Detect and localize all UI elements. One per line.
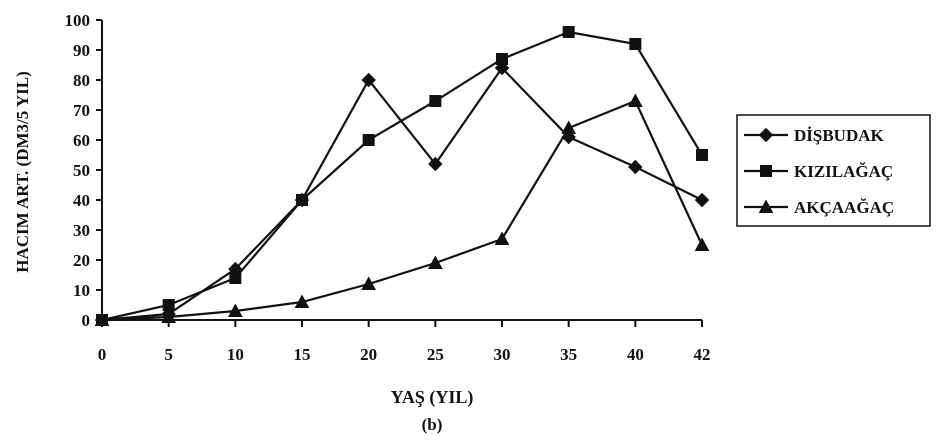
data-point: [561, 120, 577, 135]
y-tick-label: 90: [73, 41, 90, 60]
series-square: [96, 26, 708, 326]
data-point: [427, 255, 443, 270]
series-layer: [94, 26, 710, 328]
legend-marker: [760, 165, 772, 177]
y-tick-label: 50: [73, 161, 90, 180]
series-triangle: [94, 93, 710, 327]
x-tick-label: 15: [294, 345, 311, 364]
x-tick-label: 30: [494, 345, 511, 364]
x-tick-label: 5: [164, 345, 173, 364]
x-axis-label: YAŞ (YIL): [391, 387, 474, 408]
data-point: [494, 231, 510, 246]
data-point: [94, 312, 110, 327]
y-tick-label: 60: [73, 131, 90, 150]
x-tick-label: 25: [427, 345, 444, 364]
y-tick-label: 80: [73, 71, 90, 90]
chart-caption: (b): [422, 415, 443, 434]
series-line: [101, 99, 703, 322]
data-point: [627, 93, 643, 108]
x-tick-label: 42: [694, 345, 711, 364]
data-point: [361, 72, 376, 88]
data-point: [629, 38, 642, 50]
data-point: [429, 95, 442, 107]
legend-label: AKÇAAĞAÇ: [794, 198, 894, 217]
y-axis-label: HACIM ART. (DM3/5 YIL): [13, 71, 32, 273]
legend-label: DİŞBUDAK: [794, 126, 885, 145]
y-tick-label: 100: [65, 11, 91, 30]
data-point: [628, 159, 643, 175]
y-tick-label: 30: [73, 221, 90, 240]
data-point: [294, 294, 310, 309]
x-tick-label: 0: [98, 345, 107, 364]
y-tick-label: 10: [73, 281, 90, 300]
legend: DİŞBUDAK KIZILAĞAÇ AKÇAAĞAÇ: [736, 114, 931, 227]
series-diamond: [94, 60, 710, 328]
data-point: [229, 272, 242, 284]
x-tick-label: 20: [360, 345, 377, 364]
data-point: [162, 299, 175, 311]
x-tick-label: 10: [227, 345, 244, 364]
y-tick-label: 0: [82, 311, 91, 330]
data-point: [428, 156, 443, 172]
data-point: [696, 149, 708, 161]
series-line: [101, 30, 703, 322]
data-point: [694, 237, 710, 252]
legend-marker: [758, 199, 774, 214]
data-point: [562, 26, 575, 38]
legend-item: AKÇAAĞAÇ: [744, 198, 894, 217]
y-tick-label: 70: [73, 101, 90, 120]
y-tick-label: 20: [73, 251, 90, 270]
data-point: [161, 309, 177, 324]
data-point: [227, 303, 243, 318]
data-point: [362, 134, 375, 146]
legend-item: KIZILAĞAÇ: [744, 162, 893, 181]
x-tick-label: 40: [627, 345, 644, 364]
series-line: [101, 66, 703, 322]
legend-item: DİŞBUDAK: [744, 126, 885, 145]
axes: 0 10 20 30 40 50 60 70 80 90 100 0 5 10 15 20 25 30 35 40 42: [65, 11, 711, 364]
data-point: [496, 53, 508, 65]
legend-label: KIZILAĞAÇ: [794, 162, 893, 181]
data-point: [296, 194, 308, 206]
data-point: [361, 276, 377, 291]
y-tick-label: 40: [73, 191, 90, 210]
data-point: [694, 192, 710, 208]
x-tick-label: 35: [560, 345, 577, 364]
legend-marker: [758, 127, 774, 143]
